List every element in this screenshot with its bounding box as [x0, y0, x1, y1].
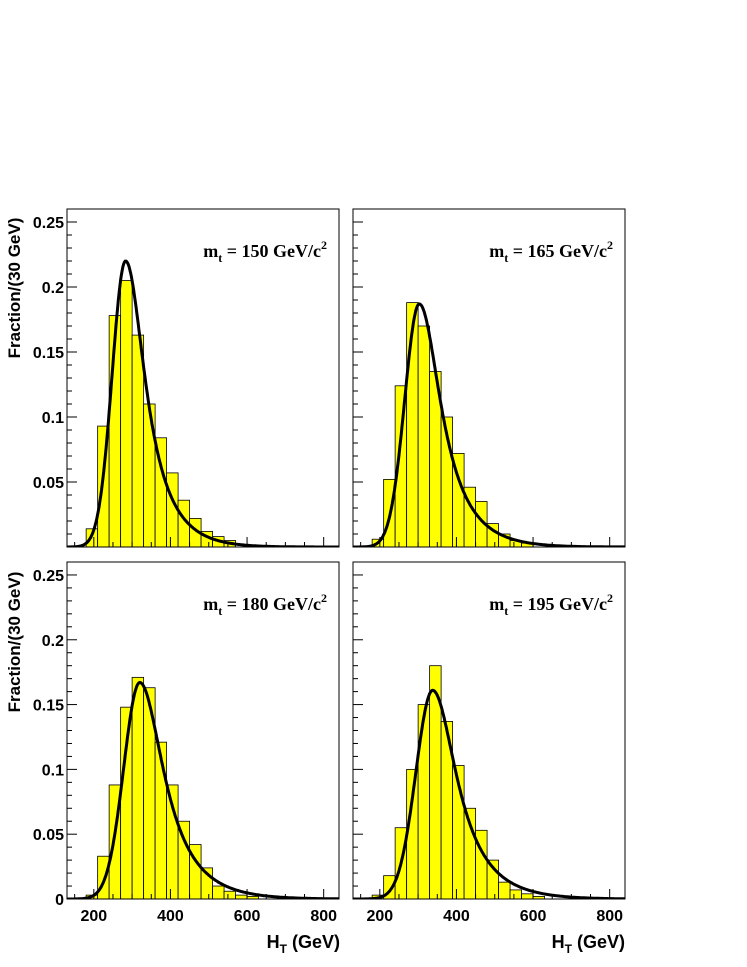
- x-tick-label: 200: [80, 908, 107, 925]
- plot-area: [67, 676, 339, 899]
- y-tick-label: 0.05: [33, 475, 64, 492]
- histogram-bin: [97, 855, 110, 899]
- mass-annotation: mt = 150 GeV/c2: [203, 238, 327, 265]
- y-tick-label: 0.25: [33, 568, 64, 585]
- y-tick-label: 0.05: [33, 827, 64, 844]
- mass-annotation-sub: t: [504, 604, 508, 618]
- mass-annotation-value: = 150 GeV/c: [222, 241, 321, 261]
- histogram-bin: [521, 893, 534, 899]
- y-axis-label-bottom: Fraction/(30 GeV): [5, 572, 24, 713]
- mass-annotation: mt = 180 GeV/c2: [203, 591, 327, 618]
- histogram-bin: [212, 885, 225, 899]
- x-axis-label-right: HT (GeV): [552, 932, 625, 956]
- histogram-bin: [120, 280, 133, 547]
- mass-annotation-value: = 180 GeV/c: [222, 594, 321, 614]
- x-tick-label: 600: [520, 908, 547, 925]
- mass-annotation-prefix: m: [489, 241, 504, 261]
- mass-annotation-sub: t: [218, 604, 222, 618]
- plot-area: [353, 665, 625, 899]
- mass-annotation-sub: t: [504, 251, 508, 265]
- histogram-bin: [223, 890, 236, 899]
- histogram-bin: [417, 325, 431, 547]
- mass-annotation-sub: t: [218, 251, 222, 265]
- x-axis-label-main: H: [267, 932, 280, 952]
- y-tick-label: 0: [55, 892, 64, 909]
- x-axis-label-unit: (GeV): [287, 932, 340, 952]
- y-tick-label: 0.25: [33, 215, 64, 232]
- x-axis-label-left: HT (GeV): [267, 932, 340, 956]
- y-tick-label: 0.1: [42, 762, 64, 779]
- x-tick-label: 400: [157, 908, 184, 925]
- y-tick-label: 0.2: [42, 280, 64, 297]
- mass-annotation-prefix: m: [203, 594, 218, 614]
- x-tick-label: 800: [596, 908, 623, 925]
- x-tick-label: 400: [443, 908, 470, 925]
- histogram-bin: [154, 741, 168, 899]
- plot-area: [67, 259, 339, 547]
- x-tick-label: 800: [310, 908, 337, 925]
- mass-annotation-sup: 2: [607, 591, 613, 605]
- y-tick-label: 0.15: [33, 345, 64, 362]
- y-axis-label-top: Fraction/(30 GeV): [5, 218, 24, 359]
- histogram-bin: [235, 894, 248, 899]
- mass-annotation-sup: 2: [321, 591, 327, 605]
- x-tick-label: 600: [234, 908, 261, 925]
- histogram-panel-top-left: 0.05 0.1 0.15 0.2 0.25 mt = 150 GeV/c2: [33, 208, 340, 548]
- y-tick-label: 0.2: [42, 633, 64, 650]
- mass-annotation-value: = 195 GeV/c: [508, 594, 607, 614]
- x-axis-label-main: H: [552, 932, 565, 952]
- mass-annotation-prefix: m: [489, 594, 504, 614]
- y-tick-label: 0.15: [33, 698, 64, 715]
- mass-annotation: mt = 165 GeV/c2: [489, 238, 613, 265]
- histogram-panel-top-right: mt = 165 GeV/c2: [352, 208, 626, 548]
- x-tick-label: 200: [366, 908, 393, 925]
- histogram-bin: [509, 889, 522, 899]
- histogram-bin: [498, 881, 511, 899]
- histogram-bin: [200, 867, 213, 899]
- x-axis-label-unit: (GeV): [572, 932, 625, 952]
- plot-area: [353, 302, 625, 547]
- mass-annotation-value: = 165 GeV/c: [508, 241, 607, 261]
- fit-curve: [353, 688, 625, 899]
- x-axis-label-sub: T: [280, 942, 288, 956]
- mass-annotation-sup: 2: [321, 238, 327, 252]
- histogram-bin: [131, 676, 145, 899]
- fit-curve: [67, 680, 339, 899]
- x-axis-label-sub: T: [565, 942, 573, 956]
- y-tick-label: 0.1: [42, 410, 64, 427]
- mass-annotation-sup: 2: [607, 238, 613, 252]
- histogram-bin: [131, 334, 145, 547]
- mass-annotation-prefix: m: [203, 241, 218, 261]
- histogram-panel-bottom-left: 0 0.05 0.1 0.15 0.2 0.25 200 400 600 800 mt = 180 …: [33, 561, 340, 925]
- mass-annotation: mt = 195 GeV/c2: [489, 591, 613, 618]
- histogram-panel-bottom-right: 200 400 600 800 mt = 195 GeV/c2: [352, 561, 626, 925]
